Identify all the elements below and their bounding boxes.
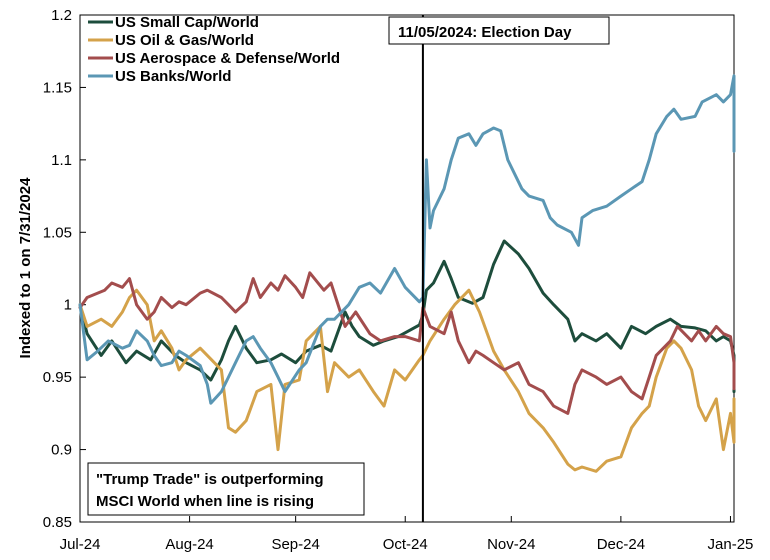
y-tick-label: 0.95	[43, 369, 72, 386]
annotation-line-2: MSCI World when line is rising	[96, 493, 314, 510]
legend-label: US Small Cap/World	[115, 14, 259, 31]
y-tick-label: 1	[64, 297, 72, 314]
y-tick-label: 1.15	[43, 79, 72, 96]
x-tick-label: Oct-24	[383, 536, 428, 553]
y-axis-label: Indexed to 1 on 7/31/2024	[17, 177, 34, 359]
series-line-2	[78, 271, 736, 415]
series-line-1	[78, 288, 736, 473]
x-tick-label: Dec-24	[597, 536, 645, 553]
legend-label: US Aerospace & Defense/World	[115, 50, 340, 67]
annotation-box: "Trump Trade" is outperforming MSCI Worl…	[87, 462, 365, 516]
y-axis: 0.85 0.9 0.95 1 1.05 1.1 1.15 1.2	[43, 7, 86, 531]
series-line-3	[78, 74, 736, 405]
y-tick-label: 0.85	[43, 514, 72, 531]
y-tick-label: 1.2	[51, 7, 72, 24]
y-tick-label: 1.05	[43, 224, 72, 241]
plot-area	[79, 14, 735, 523]
legend-label: US Oil & Gas/World	[115, 32, 254, 49]
x-tick-label: Jan-25	[708, 536, 754, 553]
x-axis: Jul-24 Aug-24 Sep-24 Oct-24 Nov-24 Dec-24 Jan-…	[60, 516, 754, 553]
x-tick-label: Sep-24	[271, 536, 319, 553]
event-label: 11/05/2024: Election Day	[398, 24, 572, 41]
series-line-0	[78, 239, 736, 394]
y-tick-label: 0.9	[51, 442, 72, 459]
x-tick-label: Nov-24	[487, 536, 535, 553]
series-lines	[78, 74, 736, 473]
legend-label: US Banks/World	[115, 68, 231, 85]
x-tick-label: Jul-24	[60, 536, 101, 553]
y-tick-label: 1.1	[51, 152, 72, 169]
annotation-line-1: "Trump Trade" is outperforming	[96, 471, 324, 488]
event-label-box: 11/05/2024: Election Day	[388, 16, 610, 45]
x-tick-label: Aug-24	[165, 536, 213, 553]
